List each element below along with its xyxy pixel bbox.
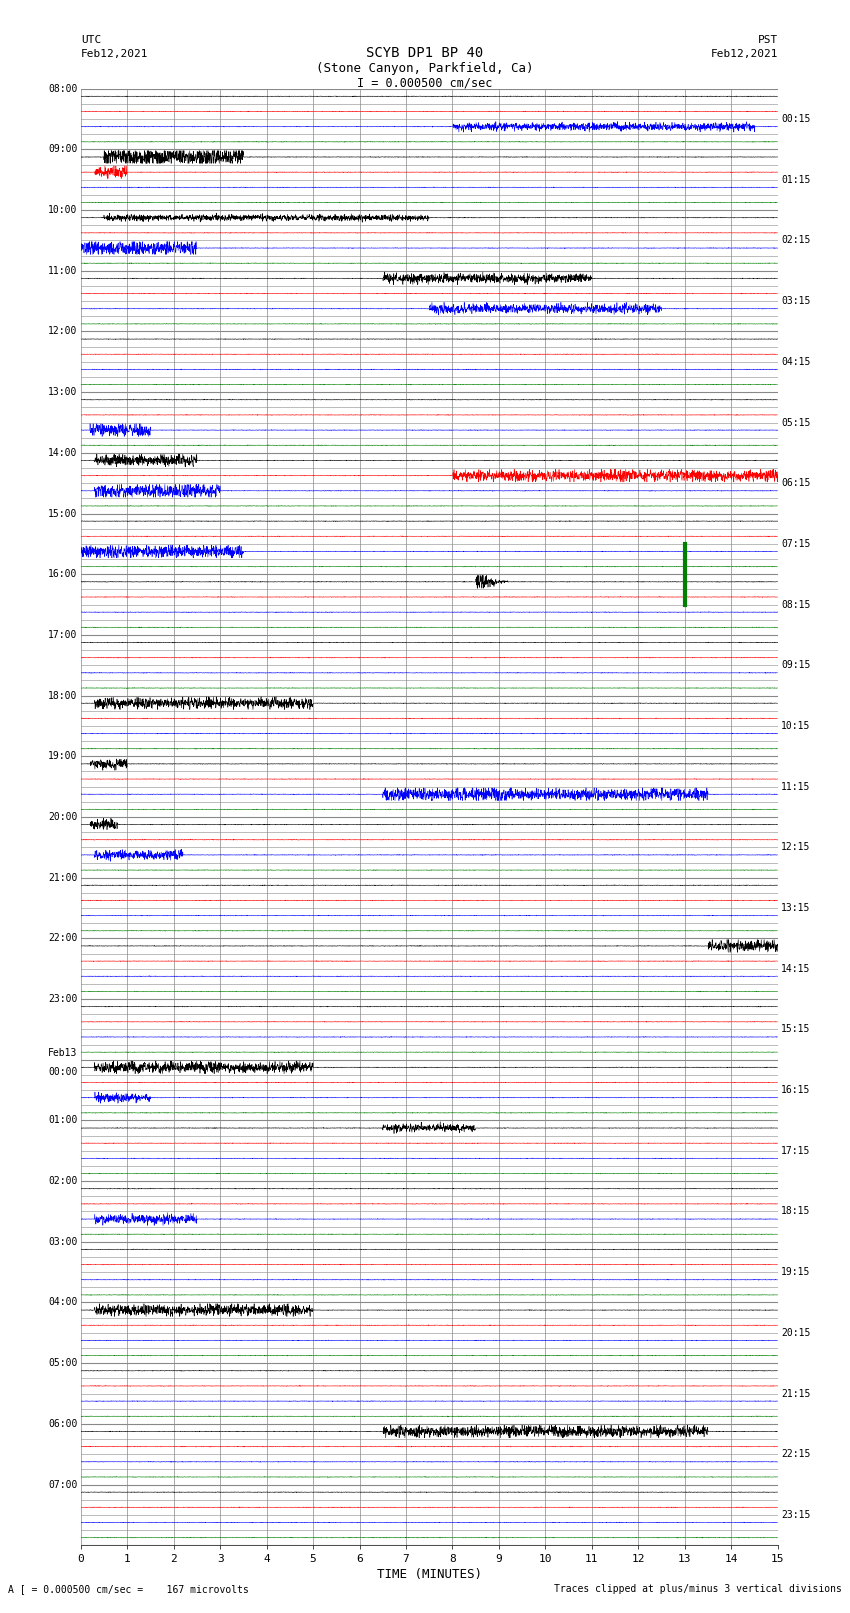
Text: 21:00: 21:00 — [48, 873, 77, 882]
Text: Feb12,2021: Feb12,2021 — [81, 48, 148, 58]
Text: 16:15: 16:15 — [781, 1086, 811, 1095]
Text: 18:15: 18:15 — [781, 1207, 811, 1216]
Text: 17:00: 17:00 — [48, 631, 77, 640]
Text: 08:00: 08:00 — [48, 84, 77, 94]
Text: 21:15: 21:15 — [781, 1389, 811, 1398]
Text: 02:00: 02:00 — [48, 1176, 77, 1186]
Text: 09:15: 09:15 — [781, 660, 811, 671]
Text: 00:00: 00:00 — [48, 1068, 77, 1077]
Text: 09:00: 09:00 — [48, 145, 77, 155]
Text: 11:15: 11:15 — [781, 782, 811, 792]
Text: 10:00: 10:00 — [48, 205, 77, 215]
Text: 13:15: 13:15 — [781, 903, 811, 913]
Text: 12:15: 12:15 — [781, 842, 811, 852]
Text: 15:15: 15:15 — [781, 1024, 811, 1034]
Text: 04:00: 04:00 — [48, 1297, 77, 1308]
Text: 15:00: 15:00 — [48, 508, 77, 518]
Text: 19:00: 19:00 — [48, 752, 77, 761]
Text: PST: PST — [757, 35, 778, 45]
Text: 14:15: 14:15 — [781, 963, 811, 974]
Text: 08:15: 08:15 — [781, 600, 811, 610]
Text: 17:15: 17:15 — [781, 1145, 811, 1157]
Text: 07:00: 07:00 — [48, 1479, 77, 1489]
Text: 18:00: 18:00 — [48, 690, 77, 700]
Text: SCYB DP1 BP 40: SCYB DP1 BP 40 — [366, 47, 484, 60]
Text: 11:00: 11:00 — [48, 266, 77, 276]
Text: 19:15: 19:15 — [781, 1268, 811, 1277]
Text: 23:00: 23:00 — [48, 994, 77, 1003]
Text: Feb12,2021: Feb12,2021 — [711, 48, 778, 58]
Text: 20:15: 20:15 — [781, 1327, 811, 1337]
Text: 05:15: 05:15 — [781, 418, 811, 427]
Text: 23:15: 23:15 — [781, 1510, 811, 1519]
Text: 03:15: 03:15 — [781, 297, 811, 306]
Text: 13:00: 13:00 — [48, 387, 77, 397]
Text: 05:00: 05:00 — [48, 1358, 77, 1368]
Text: 06:15: 06:15 — [781, 477, 811, 489]
Text: I = 0.000500 cm/sec: I = 0.000500 cm/sec — [357, 76, 493, 90]
Text: Feb13: Feb13 — [48, 1048, 77, 1058]
Text: 22:00: 22:00 — [48, 934, 77, 944]
Text: 20:00: 20:00 — [48, 811, 77, 823]
Text: 16:00: 16:00 — [48, 569, 77, 579]
Text: (Stone Canyon, Parkfield, Ca): (Stone Canyon, Parkfield, Ca) — [316, 61, 534, 76]
Text: 10:15: 10:15 — [781, 721, 811, 731]
Text: 02:15: 02:15 — [781, 235, 811, 245]
Text: 12:00: 12:00 — [48, 326, 77, 337]
Text: 07:15: 07:15 — [781, 539, 811, 548]
Text: Traces clipped at plus/minus 3 vertical divisions: Traces clipped at plus/minus 3 vertical … — [553, 1584, 842, 1594]
Text: 00:15: 00:15 — [781, 115, 811, 124]
Text: 14:00: 14:00 — [48, 448, 77, 458]
Text: 06:00: 06:00 — [48, 1419, 77, 1429]
Text: 22:15: 22:15 — [781, 1448, 811, 1460]
X-axis label: TIME (MINUTES): TIME (MINUTES) — [377, 1568, 482, 1581]
Text: 04:15: 04:15 — [781, 356, 811, 366]
Text: A [ = 0.000500 cm/sec =    167 microvolts: A [ = 0.000500 cm/sec = 167 microvolts — [8, 1584, 249, 1594]
Text: 03:00: 03:00 — [48, 1237, 77, 1247]
Text: 01:15: 01:15 — [781, 174, 811, 185]
Text: UTC: UTC — [81, 35, 101, 45]
Text: 01:00: 01:00 — [48, 1116, 77, 1126]
